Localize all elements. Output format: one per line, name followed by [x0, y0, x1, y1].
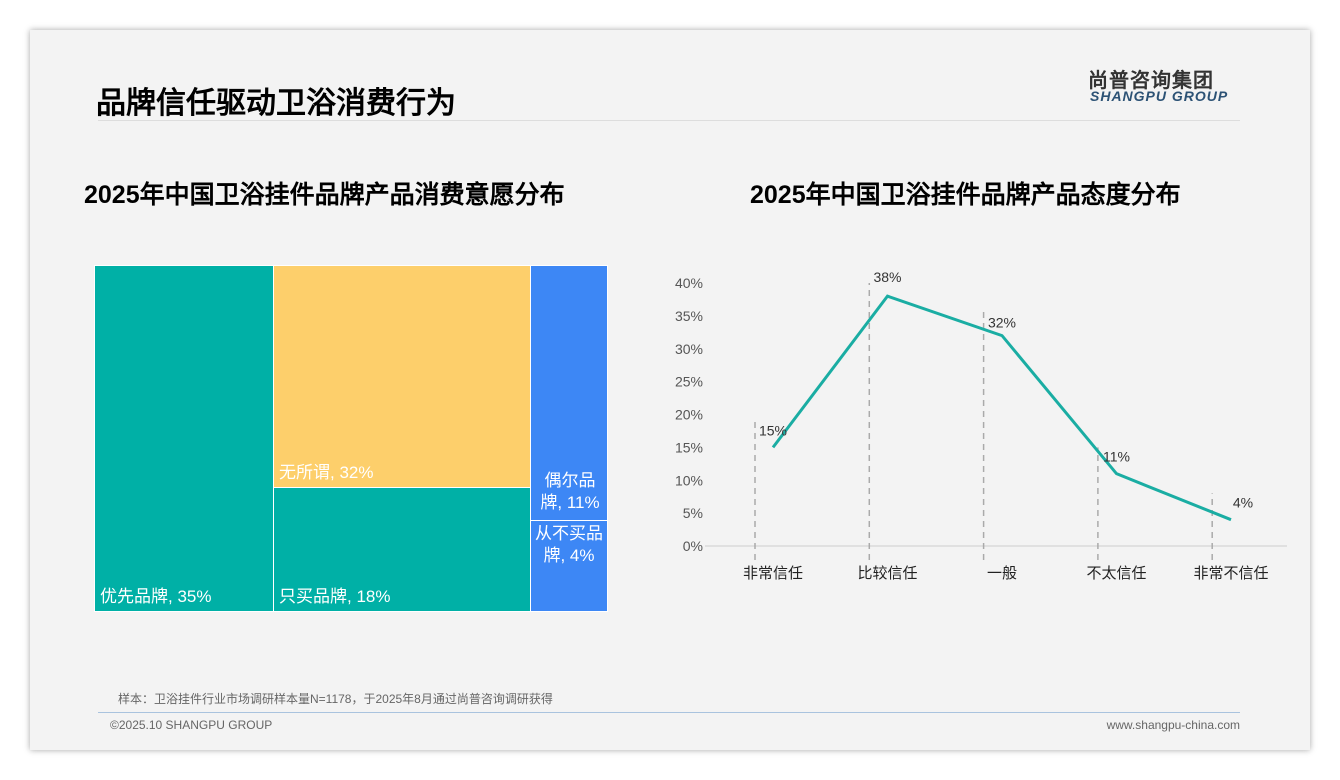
treemap-cell: 优先品牌, 35%	[94, 265, 274, 612]
treemap-label: 从不买品牌, 4%	[535, 524, 603, 565]
treemap-label: 优先品牌, 35%	[100, 587, 212, 606]
data-label: 38%	[873, 269, 901, 285]
y-tick-label: 25%	[675, 374, 703, 390]
sample-note: 样本：卫浴挂件行业市场调研样本量N=1178，于2025年8月通过尚普咨询调研获…	[118, 692, 553, 706]
treemap-label: 无所谓, 32%	[279, 463, 374, 482]
y-tick-label: 5%	[683, 505, 703, 521]
treemap-cell: 从不买品牌, 4%	[530, 520, 608, 612]
y-tick-label: 10%	[675, 472, 703, 488]
logo-en: SHANGPU GROUP	[1090, 88, 1229, 104]
data-label: 4%	[1233, 495, 1253, 511]
treemap-label: 偶尔品牌, 11%	[540, 471, 600, 512]
y-tick-label: 15%	[675, 439, 703, 455]
logo-cn: 尚普咨询集团	[1088, 70, 1214, 92]
treemap-cell: 无所谓, 32%	[273, 265, 531, 488]
treemap-cell: 偶尔品牌, 11%	[530, 265, 608, 521]
line-chart: 0% 5% 10% 15% 20% 25% 30% 35% 40% 非常信任 比较信任 一般 不太信任 非…	[675, 269, 1287, 582]
y-tick-label: 35%	[675, 308, 703, 324]
y-tick-label: 0%	[683, 538, 703, 554]
x-tick-label: 比较信任	[857, 564, 917, 582]
treemap-title: 2025年中国卫浴挂件品牌产品消费意愿分布	[84, 181, 565, 209]
website-link[interactable]: www.shangpu-china.com	[1106, 718, 1240, 732]
divider	[98, 120, 1240, 121]
series-line	[771, 294, 1232, 522]
slide: 品牌信任驱动卫浴消费行为 尚普咨询集团 SHANGPU GROUP 2025年中…	[30, 30, 1310, 750]
line-chart-title: 2025年中国卫浴挂件品牌产品态度分布	[750, 181, 1181, 209]
treemap-cell: 只买品牌, 18%	[273, 487, 531, 612]
x-tick-label: 非常信任	[743, 565, 803, 582]
data-label: 32%	[988, 315, 1016, 331]
data-label: 15%	[759, 422, 787, 438]
data-label: 11%	[1103, 449, 1130, 465]
y-tick-label: 20%	[675, 407, 703, 423]
x-tick-label: 非常不信任	[1193, 565, 1268, 582]
y-tick-label: 30%	[675, 341, 703, 357]
footer-divider	[98, 712, 1240, 713]
x-tick-label: 不太信任	[1086, 565, 1146, 582]
page-title: 品牌信任驱动卫浴消费行为	[96, 87, 456, 120]
copyright: ©2025.10 SHANGPU GROUP	[110, 718, 273, 732]
x-tick-label: 一般	[987, 565, 1017, 582]
treemap-label: 只买品牌, 18%	[279, 587, 391, 606]
y-tick-label: 40%	[675, 275, 703, 291]
